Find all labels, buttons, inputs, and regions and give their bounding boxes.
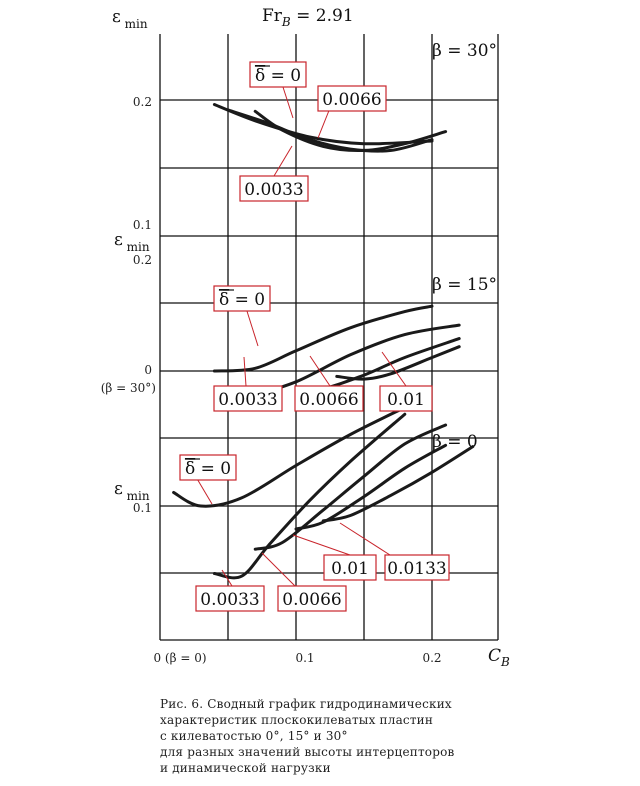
leader-line bbox=[245, 307, 259, 347]
series-line bbox=[212, 412, 407, 580]
leader-line bbox=[243, 356, 247, 387]
series-label: δ = 0 bbox=[219, 290, 265, 310]
series-line bbox=[335, 345, 461, 381]
x-axis-label: CB bbox=[488, 646, 510, 669]
series-line bbox=[172, 406, 407, 508]
y-axis-label: ε min bbox=[114, 230, 150, 254]
series-label: δ = 0 bbox=[185, 459, 231, 479]
series-label: δ = 0 bbox=[255, 66, 301, 86]
caption-line: с килеватостью 0°, 15° и 30° bbox=[160, 729, 348, 743]
y-tick-label: 0 bbox=[144, 363, 152, 377]
series-label-box bbox=[294, 385, 364, 412]
leader-line bbox=[221, 569, 233, 587]
series-line bbox=[294, 337, 461, 391]
series-label: 0.0066 bbox=[282, 590, 341, 610]
leader-line bbox=[273, 145, 293, 177]
x-tick-label: 0 (β = 0) bbox=[153, 651, 206, 665]
y-tick-label: 0.1 bbox=[133, 501, 152, 515]
x-tick-label: 0.2 bbox=[422, 651, 441, 665]
series-line bbox=[226, 108, 434, 153]
y-axis-label: ε min bbox=[114, 479, 150, 503]
y-tick-label: 0.1 bbox=[133, 218, 152, 232]
panel-label: β = 15° bbox=[432, 275, 497, 295]
chart-title: FrB = 2.91 bbox=[262, 6, 354, 29]
series-label-box bbox=[317, 85, 387, 112]
series-label-box bbox=[379, 385, 433, 412]
series-label-box bbox=[277, 585, 347, 612]
caption-line: Рис. 6. Сводный график гидродинамических bbox=[160, 697, 452, 711]
series-label: 0.0066 bbox=[322, 90, 381, 110]
x-tick-label: 0.1 bbox=[295, 651, 314, 665]
series-line bbox=[212, 304, 434, 373]
y-axis-label: ε min bbox=[112, 7, 148, 31]
figure-caption: Рис. 6. Сводный график гидродинамических… bbox=[160, 696, 560, 776]
series-label-box bbox=[213, 385, 283, 412]
series-label-box bbox=[239, 175, 309, 202]
curves bbox=[172, 103, 475, 580]
series-label: 0.0133 bbox=[387, 559, 446, 579]
leader-line bbox=[281, 83, 294, 119]
series-line bbox=[321, 445, 475, 523]
series-label-box bbox=[323, 554, 377, 581]
series-label: 0.0033 bbox=[200, 590, 259, 610]
series-label: 0.0066 bbox=[299, 390, 358, 410]
series-label: 0.01 bbox=[387, 390, 425, 410]
series-label: 0.0033 bbox=[218, 390, 277, 410]
leader-line bbox=[317, 107, 331, 139]
series-line bbox=[294, 443, 448, 531]
caption-line: для разных значений высоты интерцепторов bbox=[160, 745, 455, 759]
panel-label: β = 30° bbox=[432, 41, 497, 61]
leader-line bbox=[195, 476, 213, 505]
series-label-box bbox=[384, 554, 450, 581]
caption-line: и динамической нагрузки bbox=[160, 761, 331, 775]
panel-label: β = 0 bbox=[432, 432, 478, 452]
series-line bbox=[253, 423, 448, 551]
series-label: 0.0033 bbox=[244, 180, 303, 200]
leader-line bbox=[381, 351, 407, 387]
leader-line bbox=[339, 522, 391, 556]
series-label-box bbox=[195, 585, 265, 612]
y-tick-label: 0.2 bbox=[133, 253, 152, 267]
leader-line bbox=[261, 552, 296, 587]
y-tick-label: (β = 30°) bbox=[101, 381, 156, 395]
caption-line: характеристик плоскокилеватых пластин bbox=[160, 713, 434, 727]
leader-line bbox=[309, 355, 331, 387]
series-label: 0.01 bbox=[331, 559, 369, 579]
leader-line bbox=[292, 534, 351, 556]
y-tick-label: 0.2 bbox=[133, 95, 152, 109]
